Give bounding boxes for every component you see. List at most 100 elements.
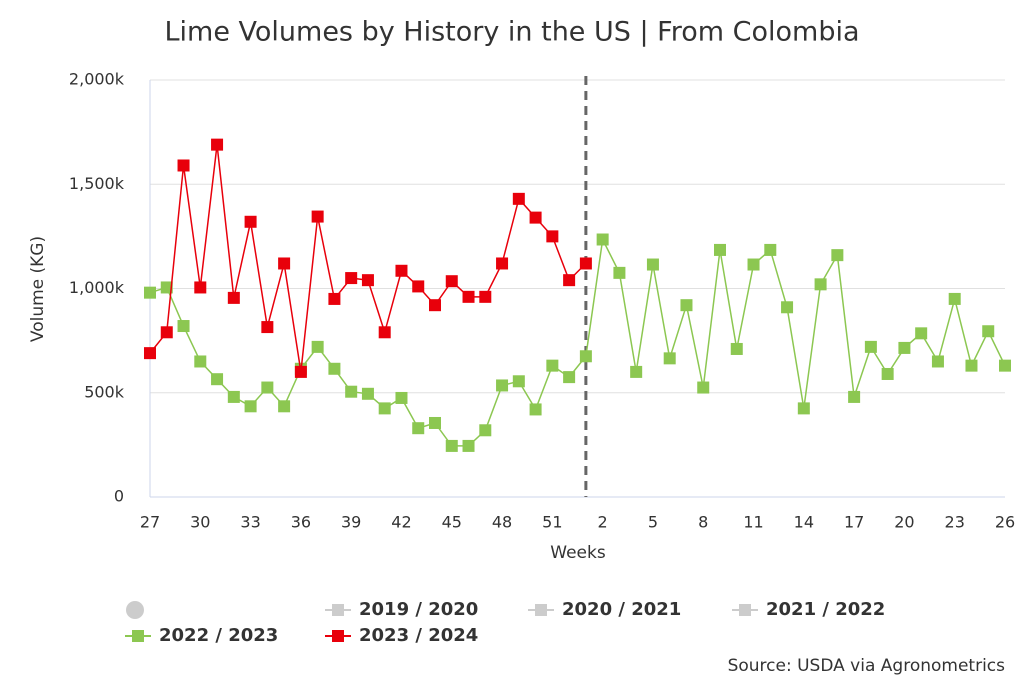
point-marker xyxy=(328,292,341,305)
legend-symbol xyxy=(739,604,751,616)
point-marker xyxy=(278,400,291,413)
point-marker xyxy=(764,243,777,256)
point-marker xyxy=(244,400,257,413)
point-marker xyxy=(512,375,525,388)
point-marker xyxy=(445,439,458,452)
point-marker xyxy=(613,266,626,279)
x-tick-label: 30 xyxy=(190,513,210,532)
x-tick-label: 17 xyxy=(844,513,864,532)
point-marker xyxy=(378,402,391,415)
legend-symbol xyxy=(535,604,547,616)
point-marker xyxy=(345,272,358,285)
x-tick-label: 42 xyxy=(391,513,411,532)
point-marker xyxy=(663,352,676,365)
point-marker xyxy=(211,138,224,151)
legend-label[interactable]: 2019 / 2020 xyxy=(359,599,478,620)
point-marker xyxy=(429,299,441,312)
point-marker xyxy=(311,340,324,353)
point-marker xyxy=(915,327,928,340)
point-marker xyxy=(697,381,710,394)
legend-symbol xyxy=(132,630,144,642)
point-marker xyxy=(512,192,525,205)
series-line xyxy=(149,144,587,373)
point-marker xyxy=(965,359,978,372)
point-marker xyxy=(529,211,542,224)
legend-label[interactable]: 2021 / 2022 xyxy=(766,599,885,620)
point-marker xyxy=(395,391,408,404)
point-marker xyxy=(479,424,492,437)
x-tick-label: 11 xyxy=(743,513,763,532)
point-marker xyxy=(177,320,190,333)
point-marker xyxy=(781,301,794,314)
point-marker xyxy=(982,325,995,338)
point-marker xyxy=(144,347,156,360)
legend-symbol xyxy=(332,630,344,642)
x-tick-label: 36 xyxy=(291,513,311,532)
point-marker xyxy=(747,258,760,271)
y-axis-title: Volume (KG) xyxy=(28,236,48,342)
point-marker xyxy=(211,373,224,386)
point-marker xyxy=(244,215,257,228)
legend-label[interactable]: 2022 / 2023 xyxy=(159,625,278,646)
point-marker xyxy=(194,281,207,294)
point-marker xyxy=(227,390,240,403)
point-marker xyxy=(361,387,374,400)
point-marker xyxy=(714,243,726,256)
point-marker xyxy=(361,274,374,287)
point-marker xyxy=(864,340,877,353)
point-marker xyxy=(730,342,743,355)
point-marker xyxy=(630,365,643,378)
point-marker xyxy=(881,367,894,380)
point-marker xyxy=(546,359,559,372)
point-marker xyxy=(345,385,358,398)
point-marker xyxy=(814,278,827,291)
point-marker xyxy=(160,326,173,339)
x-tick-label: 48 xyxy=(492,513,512,532)
point-marker xyxy=(194,355,207,368)
point-marker xyxy=(931,355,944,368)
point-marker xyxy=(160,281,173,294)
point-marker xyxy=(412,422,425,435)
point-marker xyxy=(999,359,1011,372)
point-marker xyxy=(177,159,190,172)
series-line xyxy=(149,237,1006,447)
legend-label[interactable]: 2020 / 2021 xyxy=(562,599,681,620)
x-tick-label: 45 xyxy=(442,513,462,532)
x-tick-label: 51 xyxy=(542,513,562,532)
legend-toggle[interactable] xyxy=(126,601,144,619)
point-marker xyxy=(227,291,240,304)
x-tick-label: 8 xyxy=(698,513,708,532)
point-marker xyxy=(278,257,291,270)
x-tick-label: 5 xyxy=(648,513,658,532)
legend-label[interactable]: 2023 / 2024 xyxy=(359,625,478,646)
point-marker xyxy=(596,233,609,246)
x-tick-label: 14 xyxy=(794,513,814,532)
y-tick-label: 1,000k xyxy=(69,278,125,297)
point-marker xyxy=(328,362,341,375)
x-axis-title: Weeks xyxy=(550,543,606,563)
source-note: Source: USDA via Agronometrics xyxy=(728,656,1006,676)
point-marker xyxy=(496,257,509,270)
point-marker xyxy=(378,326,391,339)
point-marker xyxy=(563,274,576,287)
point-marker xyxy=(646,258,659,271)
legend-symbol xyxy=(332,604,344,616)
point-marker xyxy=(445,275,458,288)
point-marker xyxy=(579,350,592,363)
point-marker xyxy=(261,381,274,394)
point-marker xyxy=(831,249,844,262)
x-tick-label: 23 xyxy=(945,513,965,532)
point-marker xyxy=(412,280,425,293)
point-marker xyxy=(395,264,408,277)
point-marker xyxy=(848,390,861,403)
x-tick-label: 20 xyxy=(894,513,914,532)
point-marker xyxy=(462,290,475,303)
point-marker xyxy=(579,257,592,270)
point-marker xyxy=(462,439,475,452)
x-tick-label: 2 xyxy=(598,513,608,532)
point-marker xyxy=(898,341,911,354)
point-marker xyxy=(680,299,693,312)
point-marker xyxy=(261,321,274,334)
point-marker xyxy=(529,403,542,416)
